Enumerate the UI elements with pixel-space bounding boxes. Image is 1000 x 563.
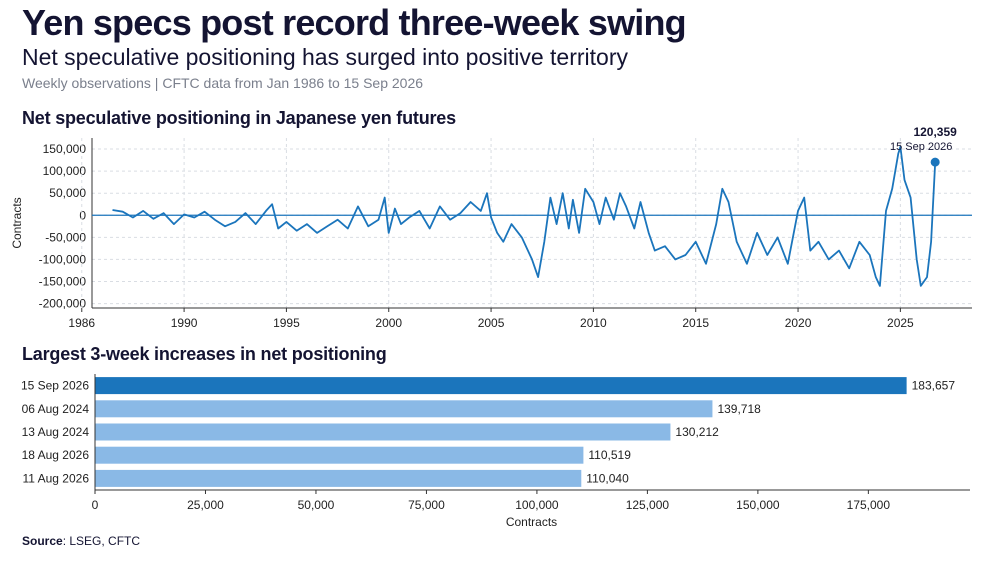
y-tick-label: -50,000 xyxy=(45,230,86,244)
line-chart: -200,000 -150,000 -100,000 -50,000 0 50,000 10… xyxy=(10,125,972,330)
x-tick-label: 100,000 xyxy=(515,498,559,512)
y-tick-label: 150,000 xyxy=(43,142,87,156)
bar-value-label: 183,657 xyxy=(912,379,956,393)
bar-chart: 15 Sep 2026 183,657 06 Aug 2024 139,718 13 A… xyxy=(21,374,970,529)
data-note: Weekly observations | CFTC data from Jan… xyxy=(22,75,424,91)
chart-title: Yen specs post record three-week swing xyxy=(22,2,687,43)
x-tick-label: 25,000 xyxy=(187,498,224,512)
x-tick-label: 2025 xyxy=(887,316,914,330)
x-axis-title: Contracts xyxy=(506,515,557,529)
x-tick-label: 2000 xyxy=(375,316,402,330)
positioning-series-line xyxy=(112,145,937,287)
bar-value-label: 139,718 xyxy=(717,402,761,416)
category-label: 11 Aug 2026 xyxy=(22,471,89,485)
category-label: 15 Sep 2026 xyxy=(21,379,89,393)
x-tick-label: 150,000 xyxy=(736,498,780,512)
bar xyxy=(95,446,584,464)
latest-value-label: 120,359 xyxy=(913,125,957,139)
x-tick-label: 2010 xyxy=(580,316,607,330)
bar-value-label: 110,519 xyxy=(588,448,631,462)
bar xyxy=(95,423,671,441)
category-label: 18 Aug 2026 xyxy=(22,448,90,462)
bar xyxy=(95,377,907,395)
y-tick-label: -100,000 xyxy=(39,252,87,266)
x-tick-label: 175,000 xyxy=(847,498,891,512)
x-tick-label: 75,000 xyxy=(408,498,445,512)
y-tick-label: 100,000 xyxy=(43,164,87,178)
chart-subtitle: Net speculative positioning has surged i… xyxy=(22,44,628,70)
y-tick-label: 50,000 xyxy=(49,186,86,200)
category-label: 06 Aug 2024 xyxy=(22,402,90,416)
category-label: 13 Aug 2024 xyxy=(22,425,90,439)
x-tick-label: 50,000 xyxy=(298,498,335,512)
x-tick-label: 2005 xyxy=(478,316,505,330)
source-label: Source xyxy=(22,534,63,548)
line-chart-title: Net speculative positioning in Japanese … xyxy=(22,108,456,128)
y-tick-label: -200,000 xyxy=(39,297,87,311)
bar xyxy=(95,469,582,487)
source-note: Source: LSEG, CFTC xyxy=(22,534,140,548)
x-tick-label: 0 xyxy=(92,498,99,512)
bar-chart-title: Largest 3-week increases in net position… xyxy=(22,344,387,364)
x-tick-label: 1990 xyxy=(171,316,198,330)
latest-point-marker xyxy=(930,157,940,167)
source-text: : LSEG, CFTC xyxy=(62,534,141,548)
y-axis-title: Contracts xyxy=(10,197,24,248)
bar-value-label: 110,040 xyxy=(586,471,629,485)
x-tick-label: 125,000 xyxy=(626,498,670,512)
x-tick-label: 2020 xyxy=(785,316,812,330)
y-tick-label: -150,000 xyxy=(39,275,87,289)
x-tick-label: 2015 xyxy=(682,316,709,330)
x-tick-label: 1995 xyxy=(273,316,300,330)
y-tick-label: 0 xyxy=(79,208,86,222)
latest-date-label: 15 Sep 2026 xyxy=(890,141,952,153)
x-tick-label: 1986 xyxy=(68,316,95,330)
bar-value-label: 130,212 xyxy=(675,425,719,439)
bar xyxy=(95,400,713,418)
